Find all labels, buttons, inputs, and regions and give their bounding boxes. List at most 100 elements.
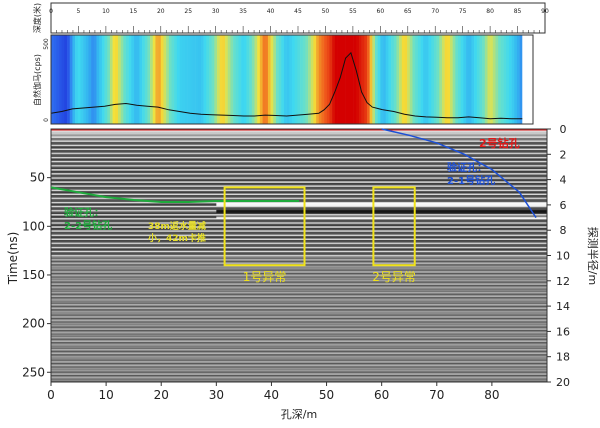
gamma-column bbox=[415, 35, 419, 124]
gpr-reflection-dark bbox=[51, 219, 547, 223]
gamma-column bbox=[251, 35, 255, 124]
gpr-reflection-dark bbox=[51, 207, 547, 210]
gpr-reflection-dark bbox=[51, 178, 547, 182]
gpr-reflection-light bbox=[51, 181, 547, 183]
x-tick-label: 60 bbox=[374, 388, 389, 402]
gamma-column bbox=[302, 35, 306, 124]
gamma-column bbox=[241, 35, 245, 124]
gpr-top-fade bbox=[51, 129, 547, 143]
gamma-column bbox=[372, 35, 376, 124]
gpr-reflection-dark bbox=[51, 146, 547, 149]
gamma-column bbox=[286, 35, 290, 124]
gpr-reflection-light bbox=[51, 230, 547, 232]
gpr-reflection-light bbox=[51, 234, 547, 236]
gamma-column bbox=[404, 35, 408, 124]
gamma-frame bbox=[50, 34, 534, 125]
gamma-column bbox=[227, 35, 231, 124]
gamma-column bbox=[348, 35, 352, 124]
gamma-column bbox=[187, 35, 191, 124]
gpr-reflection-dark bbox=[51, 158, 547, 161]
gamma-column bbox=[294, 35, 298, 124]
gamma-column bbox=[356, 35, 360, 124]
gpr-reflection-light bbox=[51, 152, 547, 155]
gpr-reflection-light bbox=[51, 144, 547, 147]
gamma-column bbox=[69, 35, 73, 124]
gamma-column bbox=[482, 35, 486, 124]
ruler-tick-label: 75 bbox=[459, 8, 467, 15]
x-tick-label: 80 bbox=[484, 388, 499, 402]
gamma-column bbox=[431, 35, 435, 124]
gamma-column bbox=[249, 35, 253, 124]
gamma-column bbox=[51, 35, 54, 124]
gamma-column bbox=[332, 35, 336, 124]
ruler-tick-label: 15 bbox=[130, 8, 138, 15]
gamma-column bbox=[72, 35, 76, 124]
gamma-column bbox=[67, 35, 71, 124]
gamma-column bbox=[155, 35, 159, 124]
gpr-reflection-light bbox=[51, 156, 547, 159]
anomaly-box-1 bbox=[223, 186, 306, 267]
gpr-reflection-dark bbox=[51, 227, 547, 231]
gamma-column bbox=[125, 35, 129, 124]
gpr-reflection-dark bbox=[51, 191, 547, 194]
gamma-column bbox=[490, 35, 494, 124]
gpr-reflection-light bbox=[51, 263, 547, 265]
gamma-column bbox=[458, 35, 461, 124]
gpr-reflection-dark bbox=[51, 379, 547, 381]
gpr-reflection-dark bbox=[51, 170, 547, 174]
gamma-column bbox=[471, 35, 475, 124]
gamma-column bbox=[449, 35, 453, 124]
gpr-reflection-dark bbox=[51, 268, 547, 271]
gpr-reflection-light bbox=[51, 283, 547, 285]
gamma-column bbox=[83, 35, 87, 124]
gamma-column bbox=[219, 35, 223, 124]
gpr-reflection-light bbox=[51, 279, 547, 281]
gpr-dark-band bbox=[216, 209, 547, 213]
gpr-reflection-dark bbox=[51, 317, 547, 320]
gpr-reflection-light bbox=[51, 291, 547, 293]
ruler-tick-label: 60 bbox=[377, 8, 385, 15]
x-tick-label: 30 bbox=[209, 388, 224, 402]
ruler-tick-label: 65 bbox=[404, 8, 412, 15]
gpr-reflection-light bbox=[51, 254, 547, 257]
gamma-column bbox=[500, 35, 504, 124]
right-tick-label: 0 bbox=[560, 123, 567, 136]
gamma-column bbox=[222, 35, 226, 124]
gamma-column bbox=[139, 35, 143, 124]
gamma-column bbox=[466, 35, 470, 124]
gamma-column bbox=[88, 35, 92, 124]
x-tick-label: 50 bbox=[319, 388, 334, 402]
gamma-column bbox=[503, 35, 507, 124]
gamma-column bbox=[77, 35, 81, 124]
gamma-column bbox=[463, 35, 467, 124]
right-tick-label: 4 bbox=[560, 174, 567, 187]
gamma-column bbox=[235, 35, 239, 124]
gamma-column bbox=[460, 35, 464, 124]
ruler-tick-label: 70 bbox=[431, 8, 439, 15]
gamma-column bbox=[487, 35, 491, 124]
gpr-reflection-light bbox=[51, 197, 547, 200]
gamma-column bbox=[407, 35, 411, 124]
gamma-column bbox=[441, 35, 445, 124]
ruler-tick-label: 5 bbox=[77, 8, 81, 15]
gamma-column bbox=[134, 35, 137, 124]
right-tick-label: 2 bbox=[560, 148, 567, 161]
gpr-reflection-light bbox=[51, 148, 547, 151]
gamma-column bbox=[436, 35, 440, 124]
gamma-column bbox=[147, 35, 151, 124]
ruler-tick-label: 50 bbox=[322, 8, 330, 15]
gpr-reflection-dark bbox=[51, 150, 547, 153]
gpr-reflection-light bbox=[51, 328, 547, 330]
gpr-reflection-dark bbox=[51, 195, 547, 198]
gamma-panel: 自然伽马(cps) 500 0 bbox=[32, 34, 534, 125]
gamma-column bbox=[80, 35, 84, 124]
ruler-tick-label: 35 bbox=[239, 8, 247, 15]
gamma-column bbox=[342, 35, 346, 124]
gamma-column bbox=[96, 35, 100, 124]
gamma-column bbox=[262, 35, 266, 124]
gamma-column bbox=[107, 35, 111, 124]
ruler-tick-label: 10 bbox=[102, 8, 110, 15]
gpr-reflection-dark bbox=[51, 244, 547, 247]
gpr-reflection-light bbox=[51, 304, 547, 306]
ruler-tick-label: 25 bbox=[184, 8, 192, 15]
